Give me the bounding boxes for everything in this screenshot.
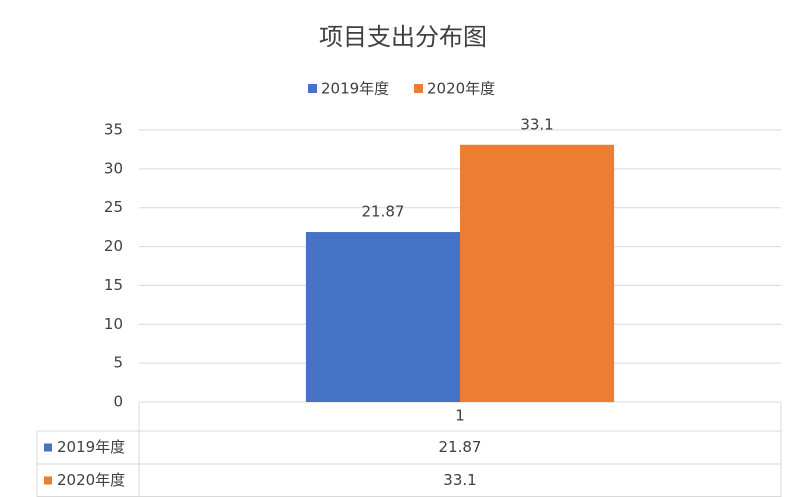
legend-key bbox=[308, 84, 317, 93]
y-tick-label: 30 bbox=[104, 159, 123, 177]
data-label: 21.87 bbox=[361, 203, 404, 221]
x-tick-label: 1 bbox=[455, 407, 465, 425]
y-tick-label: 25 bbox=[104, 198, 123, 216]
y-tick-label: 10 bbox=[104, 315, 123, 333]
legend-label: 2020年度 bbox=[427, 80, 495, 98]
table-legend-key bbox=[44, 443, 52, 452]
data-label: 33.1 bbox=[520, 115, 553, 133]
y-tick-label: 5 bbox=[113, 354, 123, 372]
table-row-label: 2020年度 bbox=[57, 471, 125, 489]
table-row-label: 2019年度 bbox=[57, 438, 125, 456]
legend-key bbox=[414, 84, 423, 93]
y-tick-label: 0 bbox=[113, 393, 123, 411]
y-tick-label: 20 bbox=[104, 237, 123, 255]
table-legend-key bbox=[44, 476, 52, 485]
y-tick-label: 35 bbox=[104, 121, 123, 139]
table-cell: 33.1 bbox=[443, 471, 476, 489]
table-cell: 21.87 bbox=[439, 438, 482, 456]
legend-label: 2019年度 bbox=[321, 80, 389, 98]
bar bbox=[305, 232, 460, 402]
chart-title: 项目支出分布图 bbox=[319, 23, 487, 51]
y-tick-label: 15 bbox=[104, 276, 123, 294]
bar bbox=[460, 144, 615, 402]
